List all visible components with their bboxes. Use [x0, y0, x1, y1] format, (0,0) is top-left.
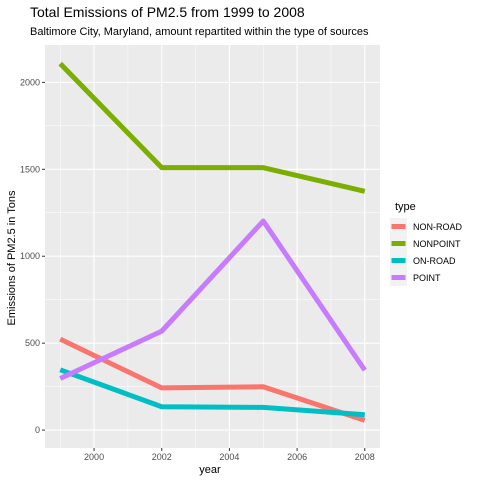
y-axis-label: Emissions of PM2.5 in Tons: [6, 190, 18, 325]
x-tick-label: 2006: [287, 452, 307, 462]
legend-title: type: [395, 201, 416, 213]
legend-label: NONPOINT: [413, 239, 461, 249]
x-axis: 2000 2002 2004 2006 2008: [84, 448, 375, 462]
legend: type NON-ROAD NONPOINT ON-ROAD POINT: [390, 201, 462, 286]
x-tick-label: 2008: [355, 452, 375, 462]
x-tick-label: 2002: [152, 452, 172, 462]
y-tick-label: 1500: [20, 164, 40, 174]
plot-area: [45, 45, 380, 448]
y-axis: 0 500 1000 1500 2000: [20, 77, 45, 435]
y-tick-label: 2000: [20, 77, 40, 87]
legend-label: ON-ROAD: [413, 256, 456, 266]
y-tick-label: 0: [35, 425, 40, 435]
y-tick-label: 500: [25, 338, 40, 348]
plot-panel: [45, 45, 380, 448]
series-line-on-road: [59, 367, 365, 418]
chart-subtitle: Baltimore City, Maryland, amount reparti…: [30, 26, 369, 38]
series-line-point: [59, 218, 367, 381]
legend-label: NON-ROAD: [413, 222, 462, 232]
series-line-non-road: [59, 336, 366, 423]
chart-title: Total Emissions of PM2.5 from 1999 to 20…: [30, 4, 305, 20]
y-tick-label: 1000: [20, 251, 40, 261]
x-tick-label: 2000: [84, 452, 104, 462]
legend-label: POINT: [413, 273, 441, 283]
x-tick-label: 2004: [219, 452, 239, 462]
series-line-nonpoint: [58, 61, 366, 194]
x-axis-label: year: [199, 464, 221, 476]
